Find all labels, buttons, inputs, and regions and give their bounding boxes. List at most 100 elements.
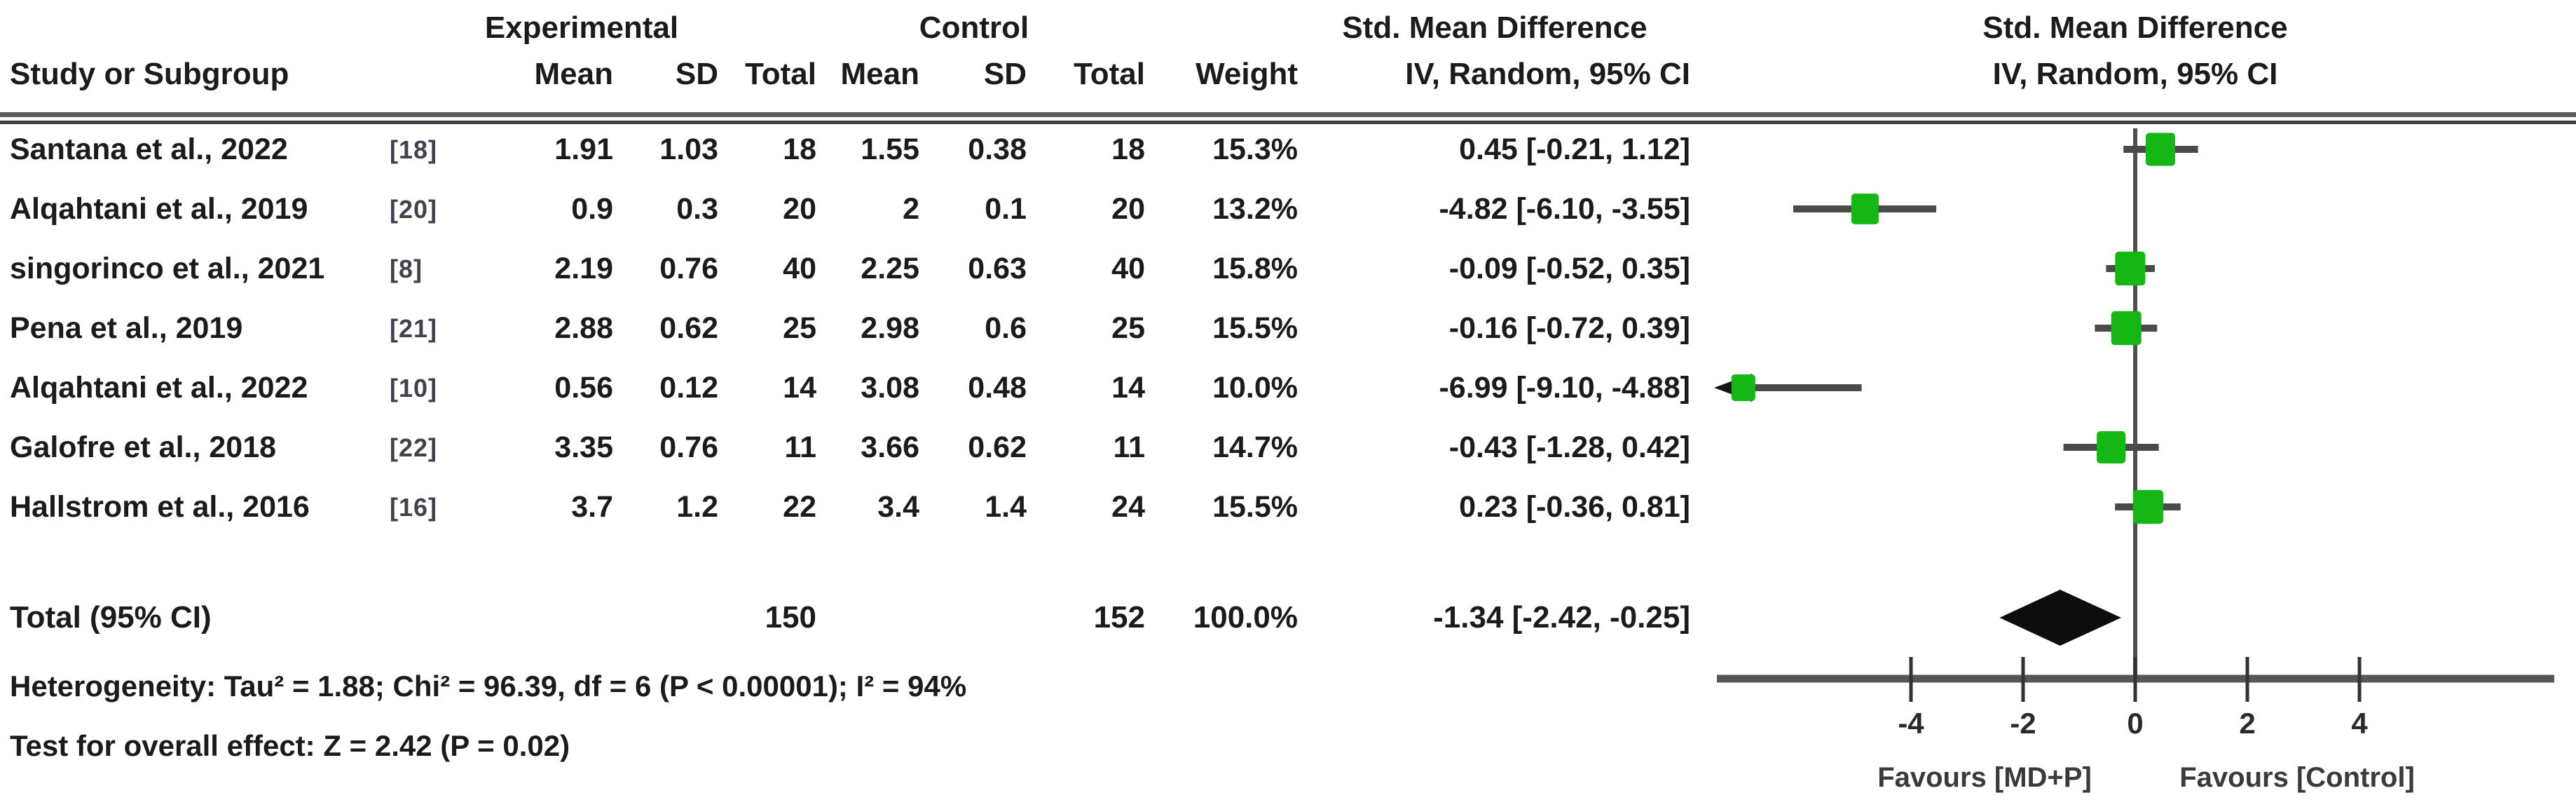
header-rule-top [0, 112, 2576, 117]
total-ctrl-total: 152 [1093, 600, 1145, 635]
cell-ctrl-mean: 2.25 [861, 252, 919, 285]
cell-ci-text: -0.16 [-0.72, 0.39] [1448, 311, 1690, 345]
cell-ci-text: 0.45 [-0.21, 1.12] [1459, 133, 1690, 166]
cell-ctrl-total: 11 [1113, 430, 1145, 464]
study-ref: [16] [390, 493, 438, 522]
cell-exp-total: 25 [783, 311, 816, 345]
effect-marker [1731, 374, 1755, 402]
header-ci-method: IV, Random, 95% CI [1405, 57, 1690, 91]
study-label: Galofre et al., 2018 [10, 430, 277, 464]
cell-weight: 14.7% [1212, 430, 1298, 464]
cell-weight: 13.2% [1212, 192, 1298, 226]
total-weight: 100.0% [1193, 600, 1298, 635]
cell-ctrl-total: 24 [1111, 490, 1145, 524]
cell-ctrl-total: 14 [1111, 371, 1145, 405]
axis-tick-label: 0 [2127, 707, 2143, 740]
cell-exp-total: 40 [783, 252, 816, 285]
cell-ctrl-mean: 3.4 [877, 490, 919, 524]
effect-marker [2132, 489, 2163, 524]
header-group-experimental: Experimental [484, 11, 679, 45]
cell-ci-text: -6.99 [-9.10, -4.88] [1439, 371, 1690, 405]
axis-tick-label: 4 [2351, 707, 2368, 740]
cell-ci-text: -0.43 [-1.28, 0.42] [1448, 430, 1690, 464]
cell-exp-sd: 0.62 [659, 311, 718, 345]
cell-exp-sd: 0.3 [676, 192, 718, 226]
favours-left-label: Favours [MD+P] [1877, 762, 2092, 793]
study-label: singorinco et al., 2021 [10, 252, 325, 285]
cell-exp-mean: 0.56 [554, 371, 613, 405]
header-exp-mean: Mean [534, 57, 613, 91]
cell-exp-mean: 2.19 [554, 252, 613, 285]
cell-ctrl-sd: 0.62 [968, 430, 1027, 464]
header-exp-sd: SD [675, 57, 718, 91]
favours-right-label: Favours [Control] [2179, 762, 2415, 793]
cell-exp-total: 14 [783, 371, 816, 405]
header-rule-bottom [0, 121, 2576, 124]
header-ctrl-total: Total [1074, 57, 1145, 91]
cell-weight: 15.5% [1212, 490, 1298, 524]
cell-ctrl-mean: 1.55 [861, 133, 919, 166]
study-ref: [8] [390, 255, 423, 283]
header-ctrl-mean: Mean [840, 57, 919, 91]
header-ctrl-sd: SD [983, 57, 1027, 91]
cell-ctrl-mean: 2 [903, 192, 919, 226]
effect-marker [2097, 431, 2126, 463]
cell-ctrl-sd: 0.38 [968, 133, 1027, 166]
cell-exp-mean: 2.88 [554, 311, 613, 345]
cell-ctrl-sd: 1.4 [985, 490, 1027, 524]
header-group-control: Control [919, 11, 1029, 45]
header-ci-method-plot: IV, Random, 95% CI [1992, 57, 2278, 91]
total-exp-total: 150 [765, 600, 816, 635]
cell-weight: 15.3% [1212, 133, 1298, 166]
study-ref: [10] [390, 374, 438, 402]
cell-ctrl-sd: 0.48 [968, 371, 1027, 405]
cell-ctrl-mean: 3.66 [861, 430, 919, 464]
axis-tick-label: 2 [2239, 707, 2255, 740]
heterogeneity-stats: Heterogeneity: Tau² = 1.88; Chi² = 96.39… [10, 670, 967, 703]
cell-ctrl-sd: 0.6 [985, 311, 1027, 345]
study-ref: [21] [390, 314, 438, 343]
effect-marker [2115, 251, 2146, 286]
cell-exp-mean: 3.35 [554, 430, 613, 464]
study-label: Alqahtani et al., 2022 [10, 371, 308, 405]
effect-marker [1851, 194, 1879, 224]
cell-ctrl-sd: 0.63 [968, 252, 1027, 285]
cell-ctrl-mean: 3.08 [861, 371, 919, 405]
axis-tick-label: -4 [1898, 707, 1924, 740]
header-smd-plot-column: Std. Mean Difference [1982, 11, 2288, 45]
effect-marker [2146, 133, 2175, 166]
cell-exp-total: 11 [784, 430, 816, 464]
cell-ci-text: -4.82 [-6.10, -3.55] [1439, 192, 1690, 226]
cell-exp-sd: 0.76 [659, 430, 718, 464]
cell-ctrl-total: 40 [1111, 252, 1145, 285]
study-label: Santana et al., 2022 [10, 133, 288, 166]
header-exp-total: Total [745, 57, 816, 91]
study-ref: [22] [390, 433, 438, 462]
effect-marker [2111, 311, 2142, 346]
summary-diamond [1999, 590, 2121, 646]
overall-effect-test: Test for overall effect: Z = 2.42 (P = 0… [10, 729, 570, 762]
study-label: Hallstrom et al., 2016 [10, 490, 310, 524]
study-label: Pena et al., 2019 [10, 311, 243, 345]
cell-exp-sd: 0.76 [659, 252, 718, 285]
cell-ctrl-total: 18 [1111, 133, 1145, 166]
cell-weight: 10.0% [1212, 371, 1298, 405]
cell-exp-sd: 1.03 [659, 133, 718, 166]
study-label: Alqahtani et al., 2019 [10, 192, 308, 226]
axis-tick-label: -2 [2010, 707, 2036, 740]
cell-exp-mean: 1.91 [554, 133, 613, 166]
cell-exp-mean: 3.7 [571, 490, 613, 524]
study-ref: [18] [390, 135, 438, 164]
cell-ctrl-mean: 2.98 [861, 311, 919, 345]
header-weight: Weight [1195, 57, 1298, 91]
header-smd-text-column: Std. Mean Difference [1342, 11, 1647, 45]
cell-ci-text: -0.09 [-0.52, 0.35] [1448, 252, 1690, 285]
cell-weight: 15.8% [1212, 252, 1298, 285]
cell-exp-total: 20 [783, 192, 816, 226]
cell-exp-sd: 1.2 [676, 490, 718, 524]
cell-ctrl-total: 20 [1111, 192, 1145, 226]
cell-exp-sd: 0.12 [659, 371, 718, 405]
cell-exp-total: 22 [783, 490, 816, 524]
